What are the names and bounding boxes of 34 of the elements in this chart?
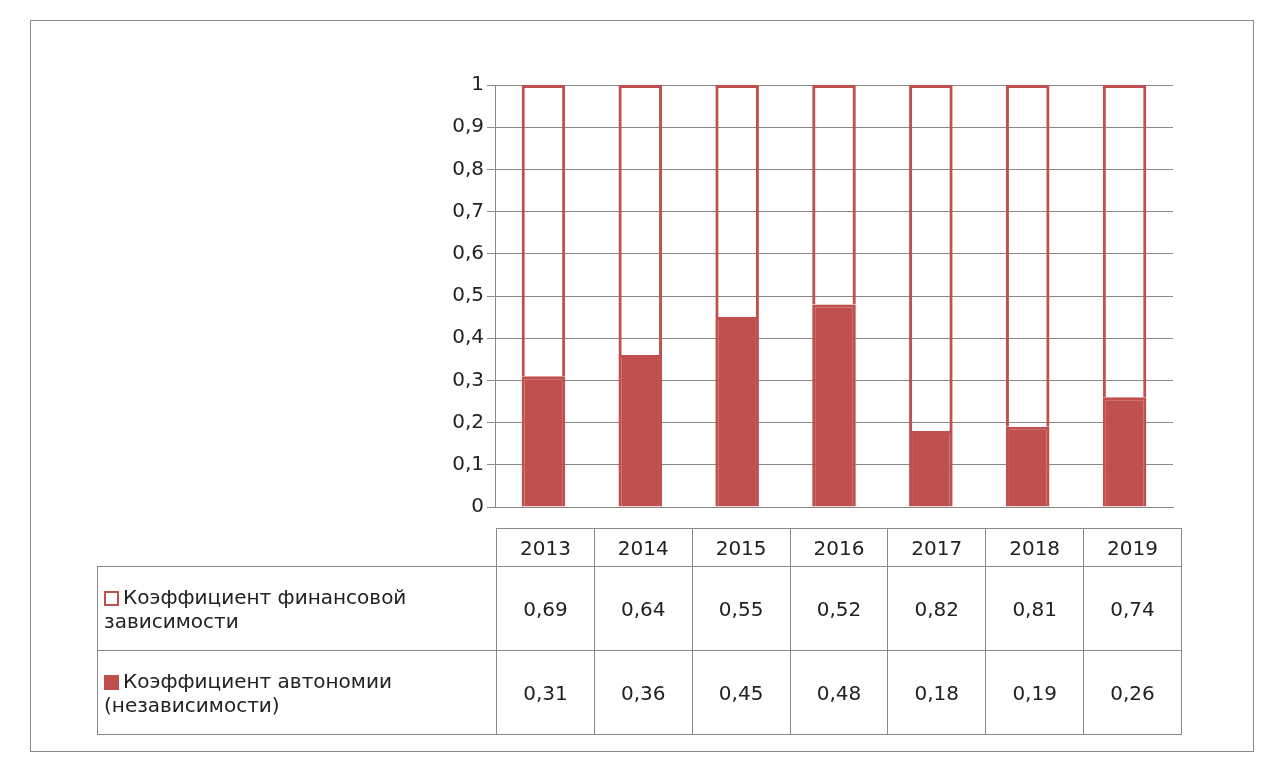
y-tick-label: 0,3 [452,366,484,391]
data-label: 0,48 [790,650,888,735]
data-label: 0,55 [692,566,791,651]
data-label: 0,18 [887,650,986,735]
x-tick-label: 2019 [1083,528,1182,567]
y-tick-label: 0,2 [452,408,484,433]
data-label: 0,82 [887,566,986,651]
y-tick-label: 0 [471,493,484,518]
y-tick-label: 0,7 [452,197,484,222]
data-label: 0,81 [985,566,1084,651]
y-tick-label: 0,4 [452,324,484,349]
data-label: 0,36 [594,650,693,735]
legend-label: Коэффициент финансовой зависимости [97,566,497,651]
data-label: 0,31 [496,650,595,735]
data-label: 0,19 [985,650,1084,735]
legend-label: Коэффициент автономии (независимости) [97,650,497,735]
y-tick-label: 0,6 [452,240,484,264]
x-tick-label: 2017 [887,528,986,567]
data-label: 0,52 [790,566,888,651]
x-tick-label: 2013 [496,528,595,567]
y-tick-label: 1 [471,71,484,96]
data-label: 0,74 [1083,566,1182,651]
data-label: 0,69 [496,566,595,651]
x-tick-label: 2018 [985,528,1084,567]
x-tick-label: 2014 [594,528,693,567]
x-tick-label: 2015 [692,528,791,567]
x-tick-label: 2016 [790,528,888,567]
y-tick-label: 0,5 [452,282,484,307]
y-tick-label: 0,8 [452,155,484,180]
data-label: 0,45 [692,650,791,735]
data-label: 0,64 [594,566,693,651]
y-tick-label: 0,1 [452,451,484,475]
y-tick-label: 0,9 [452,113,484,138]
data-label: 0,26 [1083,650,1182,735]
